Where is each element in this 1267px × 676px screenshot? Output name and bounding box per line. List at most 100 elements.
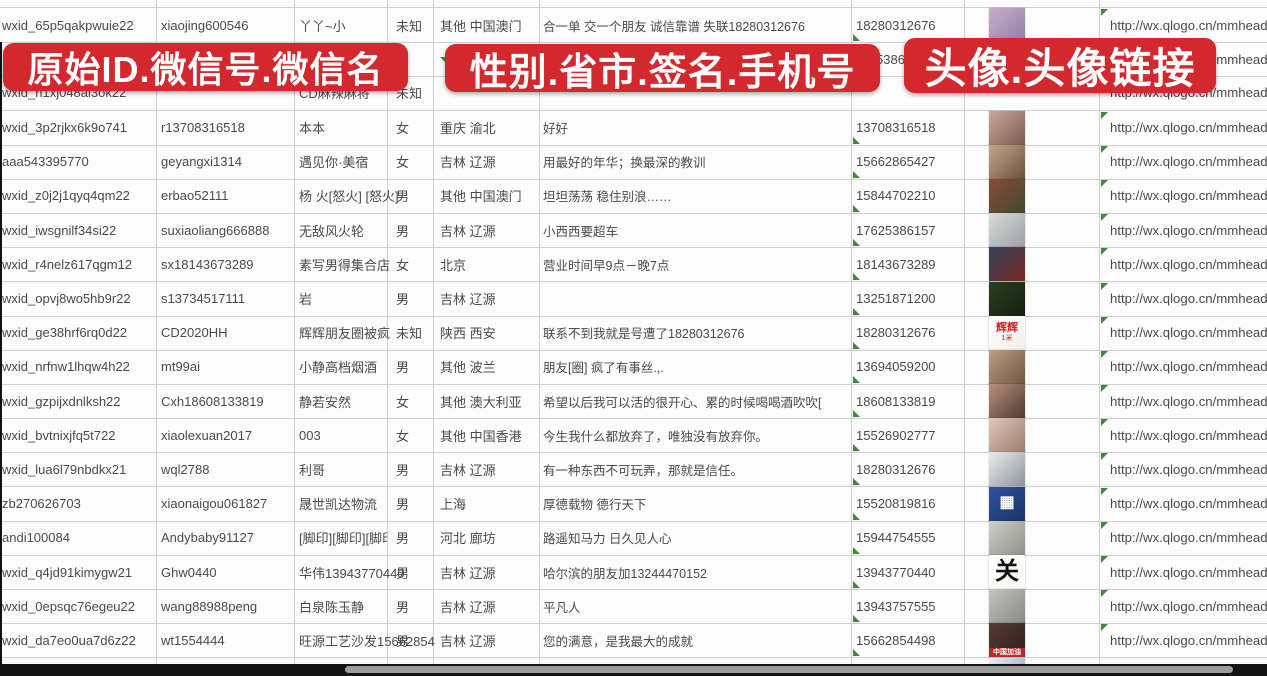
cell-wechat-name[interactable]: 利哥 — [295, 452, 388, 488]
cell-avatar[interactable] — [965, 76, 1100, 111]
cell-wechat-name[interactable]: 丫丫~小 — [295, 8, 388, 43]
cell-avatar[interactable] — [965, 384, 1100, 420]
cell-wechat-name[interactable] — [295, 657, 388, 665]
cell-region[interactable]: 其他 澳大利亚 — [434, 384, 540, 420]
cell-wechat-id[interactable]: wql2788 — [157, 452, 295, 488]
cell-wechat-name[interactable]: 岩 — [295, 281, 388, 317]
cell-signature[interactable] — [540, 657, 852, 665]
cell-gender[interactable]: 女 — [388, 144, 434, 180]
cell-wechat-name[interactable]: 小静高档烟酒 — [295, 349, 388, 385]
cell-avatar-url[interactable]: http://wx.qlogo.cn/mmhead — [1100, 555, 1267, 590]
cell-signature[interactable]: 联系不到我就是号遭了18280312676 — [540, 315, 852, 351]
cell-gender[interactable]: 男 — [388, 178, 434, 214]
cell-gender[interactable]: 男 — [388, 589, 434, 625]
cell-wechat-id[interactable]: r13708316518 — [157, 110, 295, 146]
cell-avatar[interactable] — [965, 418, 1100, 454]
cell-avatar[interactable] — [965, 110, 1100, 146]
cell-gender[interactable]: 女 — [388, 110, 434, 146]
cell-gender[interactable]: 男 — [388, 452, 434, 488]
cell-wechat-name[interactable]: 旺源工艺沙发15662854 — [295, 623, 435, 659]
cell-original-id[interactable]: wxid_opvj8wo5hb9r22 — [0, 281, 157, 317]
cell-region[interactable]: 其他 中国澳门 — [434, 8, 540, 43]
cell-avatar[interactable]: 辉辉 1米 — [965, 315, 1100, 351]
cell-signature[interactable]: 合一单 交一个朋友 诚信靠谱 失联18280312676 — [540, 8, 852, 43]
cell-region[interactable]: 吉林 辽源 — [434, 589, 540, 625]
cell-avatar-url[interactable]: http://wx.qlogo.cn/mmhead — [1100, 111, 1267, 146]
cell-original-id[interactable]: wxid_q4jd91kimygw21 — [0, 555, 157, 590]
cell-phone[interactable]: 13943770440 — [852, 555, 965, 590]
cell-original-id[interactable]: wxid_0epsqc76egeu22 — [0, 589, 157, 625]
cell-avatar-url[interactable]: http://wx.qlogo.cn/mmhead — [1100, 145, 1267, 180]
cell-original-id[interactable]: wxid_3p2rjkx6k9o741 — [0, 110, 157, 146]
cell-signature[interactable] — [540, 281, 852, 317]
cell-region[interactable]: 河北 廊坊 — [434, 520, 540, 556]
cell-phone[interactable]: 15662854498 — [852, 623, 965, 659]
cell-region[interactable] — [434, 76, 540, 111]
cell-original-id[interactable]: wxid_lua6l79nbdkx21 — [0, 452, 157, 488]
cell-avatar[interactable] — [965, 213, 1100, 249]
cell-region[interactable]: 吉林 辽源 — [434, 213, 540, 249]
cell-gender[interactable]: 女 — [388, 418, 434, 454]
cell-original-id[interactable]: wxid_da7eo0ua7d6z22 — [0, 623, 157, 659]
cell-signature[interactable]: 好好 — [540, 110, 852, 146]
cell-wechat-name[interactable]: 晟世凯达物流 — [295, 486, 388, 522]
cell-wechat-id[interactable]: xiaonaigou061827 — [157, 486, 295, 522]
cell-wechat-id[interactable]: Ghw0440 — [157, 555, 295, 590]
cell-wechat-name[interactable]: 白泉陈玉静 — [295, 589, 388, 625]
cell-avatar-url[interactable]: http://wx.qlogo.cn/mmhead — [1100, 179, 1267, 214]
cell-region[interactable]: 吉林 辽源 — [434, 144, 540, 180]
cell-region[interactable]: 吉林 辽源 — [434, 452, 540, 488]
cell-avatar-url[interactable]: http://wx.qlogo.cn/mmhead — [1100, 487, 1267, 522]
cell-wechat-name[interactable]: 杨 火[怒火] [怒火] — [295, 178, 399, 214]
cell-region[interactable] — [434, 657, 540, 665]
cell-avatar-url[interactable]: http://wx.qlogo.cn/mmhead — [1100, 213, 1267, 249]
cell-gender[interactable]: 男 — [388, 555, 434, 590]
cell-gender[interactable]: 男 — [388, 349, 434, 385]
cell-avatar-url[interactable]: http://wx.qlogo.cn/mmhead — [1100, 418, 1267, 454]
cell-original-id[interactable]: wxid_nrfnw1lhqw4h22 — [0, 349, 157, 385]
cell-region[interactable]: 陕西 西安 — [434, 315, 540, 351]
cell-phone[interactable]: 15520819816 — [852, 486, 965, 522]
cell-avatar[interactable]: ▦ — [965, 486, 1100, 522]
cell-wechat-name[interactable]: 003 — [295, 418, 388, 454]
cell-avatar[interactable] — [965, 144, 1100, 180]
cell-original-id[interactable]: wxid_bvtnixjfq5t722 — [0, 418, 157, 454]
cell-wechat-name[interactable]: 本本 — [295, 110, 388, 146]
cell-gender[interactable]: 女 — [388, 247, 434, 283]
cell-gender[interactable]: 男 — [388, 623, 434, 659]
cell-avatar[interactable]: 关 — [965, 555, 1100, 590]
cell-signature[interactable]: 营业时间早9点－晚7点 — [540, 247, 852, 283]
cell-phone[interactable]: 15526902777 — [852, 418, 965, 454]
cell-wechat-name[interactable]: 辉辉朋友圈被疯 — [295, 315, 390, 351]
cell-wechat-id[interactable]: xiaojing600546 — [157, 8, 295, 43]
cell-signature[interactable]: 用最好的年华；换最深的教训 — [540, 144, 852, 180]
cell-avatar[interactable] — [965, 281, 1100, 317]
cell-wechat-id[interactable]: mt99ai — [157, 349, 295, 385]
cell-signature[interactable]: 今生我什么都放弃了，唯独没有放弃你。 — [540, 418, 852, 454]
cell-gender[interactable]: 男 — [388, 213, 434, 249]
cell-region[interactable]: 吉林 辽源 — [434, 281, 540, 317]
cell-gender[interactable]: 未知 — [388, 315, 434, 351]
cell-wechat-name[interactable]: 素写男得集合店 — [295, 247, 390, 283]
cell-signature[interactable]: 平凡人 — [540, 589, 852, 625]
cell-region[interactable]: 吉林 辽源 — [434, 623, 540, 659]
cell-wechat-id[interactable]: sx18143673289 — [157, 247, 295, 283]
cell-phone[interactable]: 15944754555 — [852, 520, 965, 556]
cell-wechat-id[interactable]: geyangxi1314 — [157, 144, 295, 180]
cell-signature[interactable]: 哈尔滨的朋友加13244470152 — [540, 555, 852, 590]
cell-original-id[interactable]: zb270626703 — [0, 486, 157, 522]
cell-wechat-id[interactable] — [157, 657, 295, 665]
cell-phone[interactable]: 13694059200 — [852, 349, 965, 385]
cell-gender[interactable]: 未知 — [388, 8, 434, 43]
cell-gender[interactable] — [388, 657, 434, 665]
cell-gender[interactable]: 男 — [388, 281, 434, 317]
cell-phone[interactable]: 15844702210 — [852, 178, 965, 214]
cell-signature[interactable]: 您的满意，是我最大的成就 — [540, 623, 852, 659]
cell-original-id[interactable]: wxid_65p5qakpwuie22 — [0, 8, 157, 43]
cell-phone[interactable]: 17625386157 — [852, 213, 965, 249]
cell-avatar-url[interactable]: http://wx.qlogo.cn/mmhead — [1100, 350, 1267, 385]
cell-region[interactable]: 重庆 渝北 — [434, 110, 540, 146]
cell-wechat-name[interactable]: 遇见你·美宿 — [295, 144, 388, 180]
cell-avatar-url[interactable]: http://wx.qlogo.cn/mmhead — [1100, 521, 1267, 556]
cell-phone[interactable]: 18280312676 — [852, 452, 965, 488]
